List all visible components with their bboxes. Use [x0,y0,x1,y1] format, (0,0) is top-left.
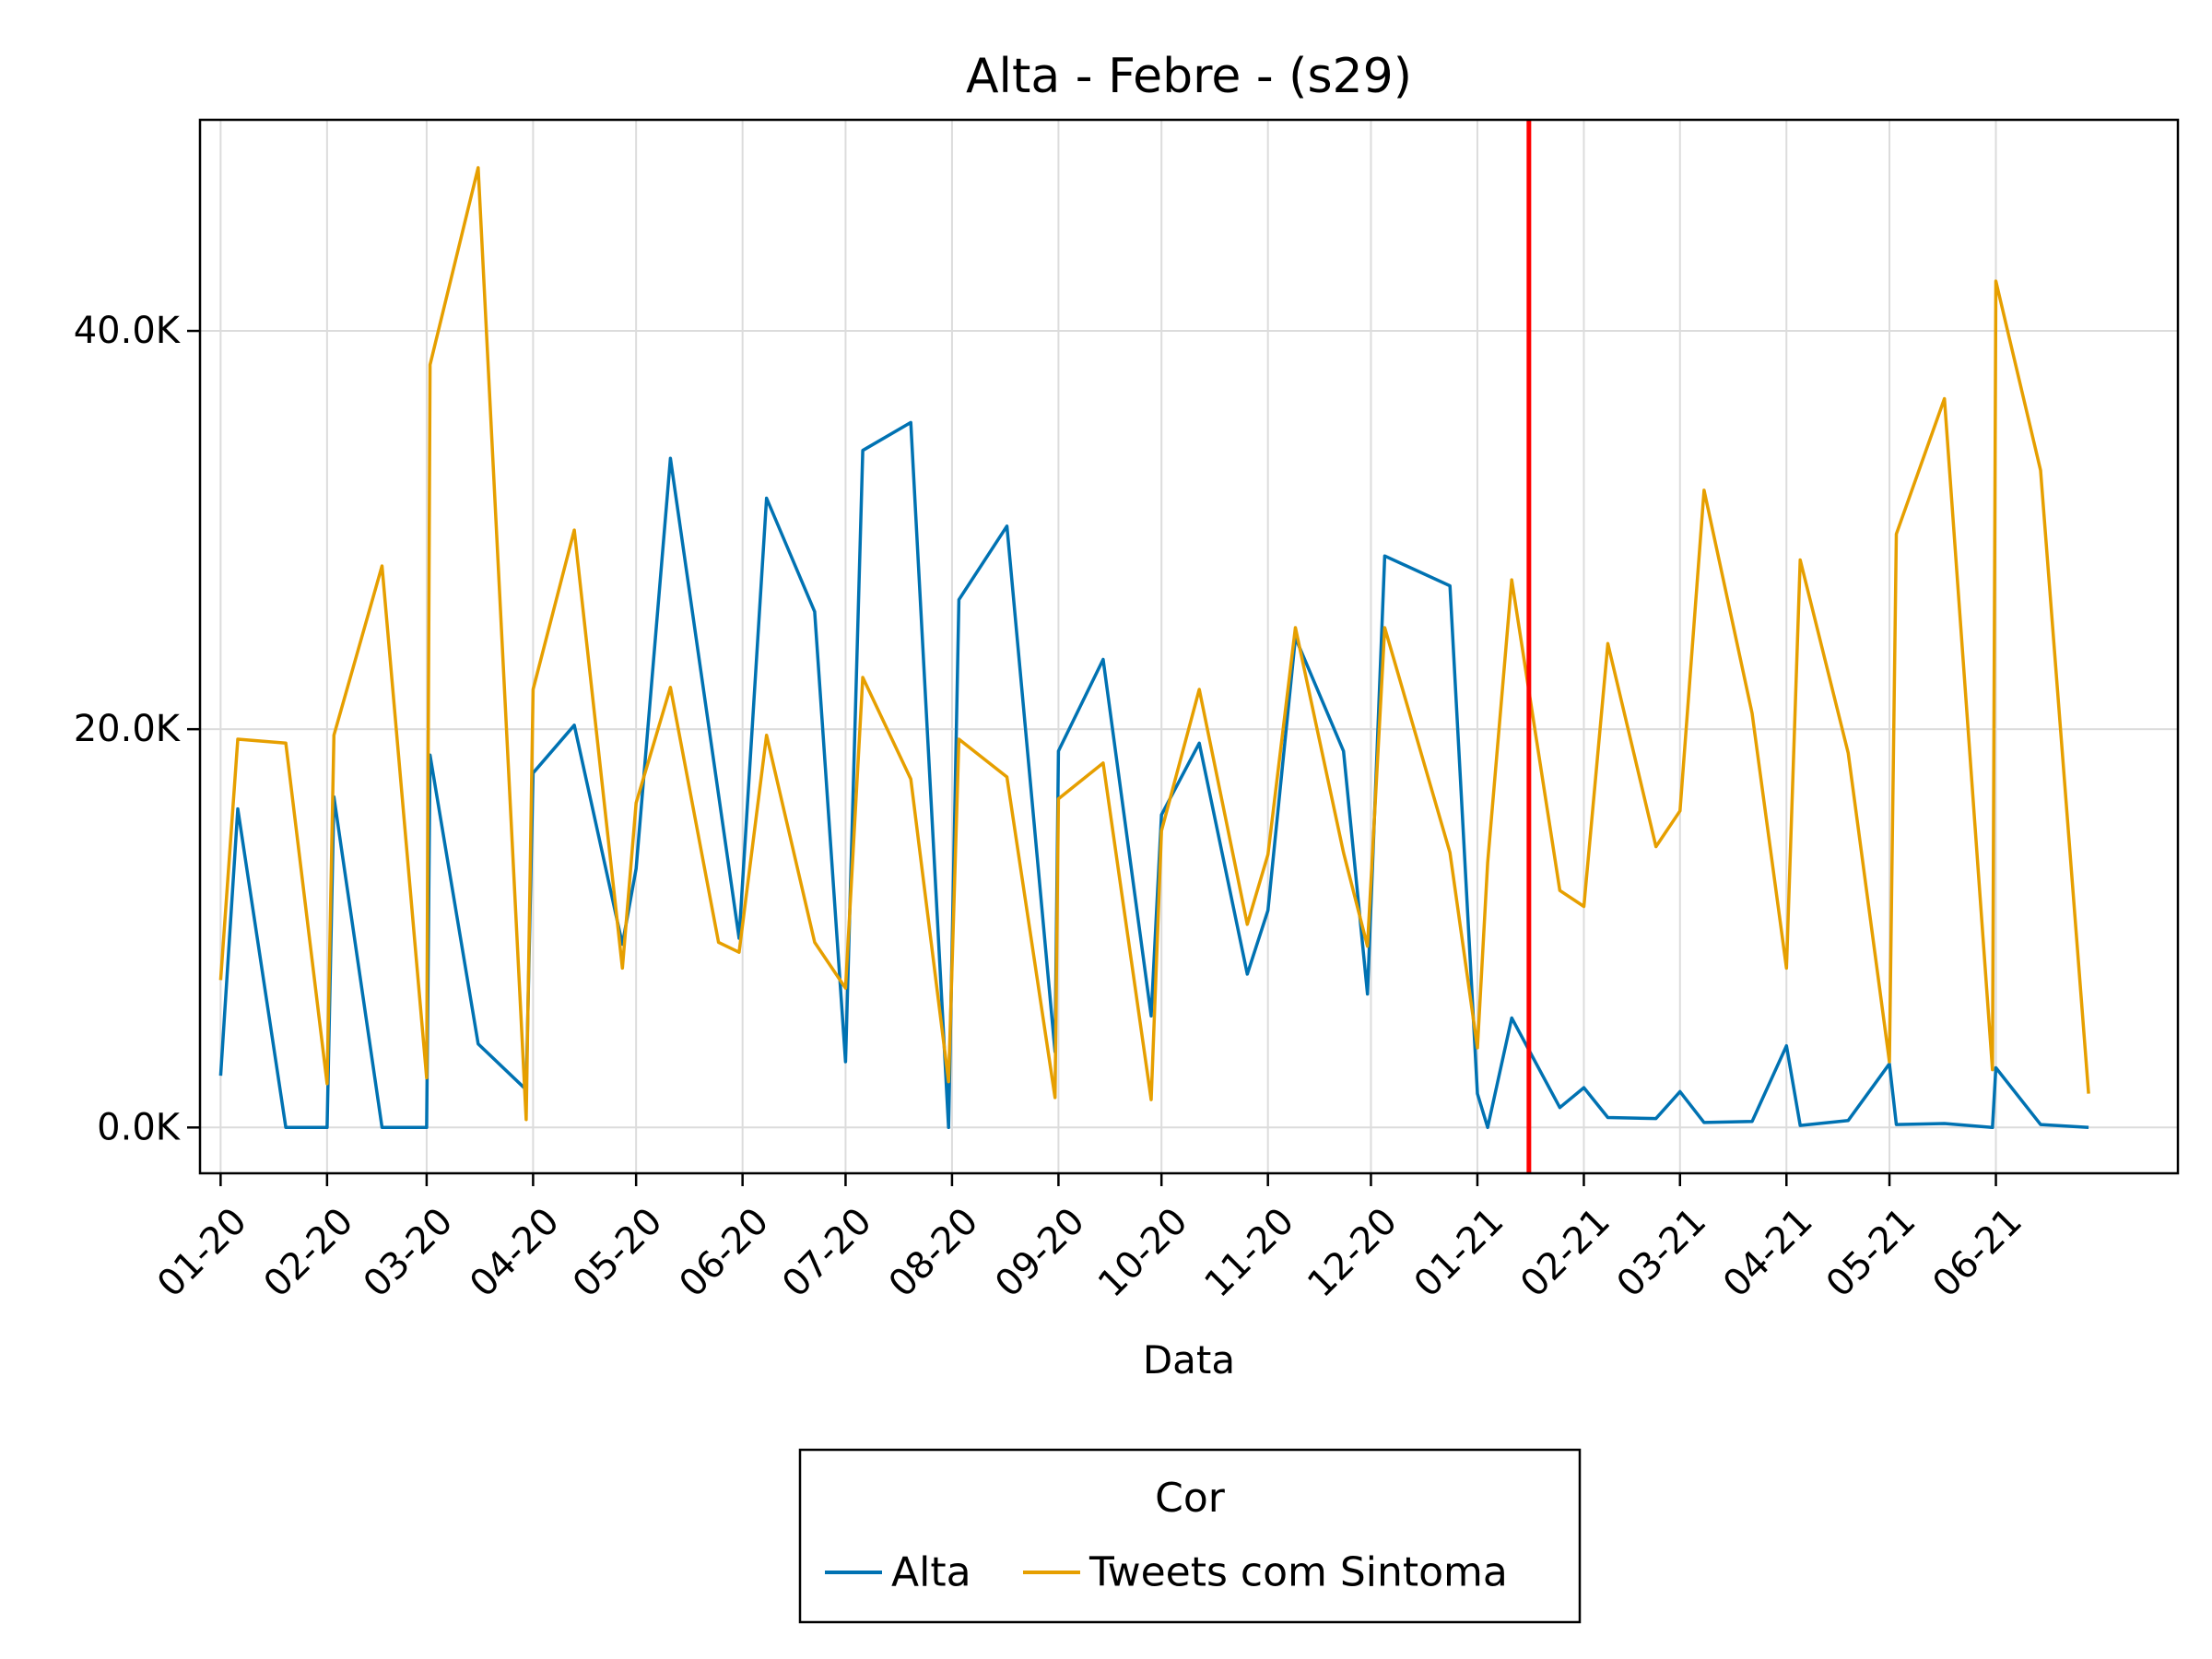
legend-box [798,1448,1582,1624]
series-lines [218,166,2090,1130]
grid [200,120,2178,1173]
y-tick-label: 40.0K [74,310,182,352]
legend-item-label: Tweets com Sintoma [1088,1549,1508,1596]
y-tick-label: 20.0K [74,708,182,750]
legend-items: Alta Tweets com Sintoma [825,1549,1508,1596]
chart-title: Alta - Febre - (s29) [966,49,1412,104]
legend: Cor Alta Tweets com Sintoma [798,1448,1582,1624]
legend-item-label: Alta [891,1549,971,1596]
y-tick-label: 0.0K [97,1106,182,1148]
y-axis-ticks: 0.0K 20.0K 40.0K [74,310,200,1148]
legend-title: Cor [1155,1475,1226,1522]
x-axis-label: Data [1143,1337,1235,1382]
series-line-tweets-com-sintoma [218,166,2090,1122]
plot-frame [198,118,2180,1175]
